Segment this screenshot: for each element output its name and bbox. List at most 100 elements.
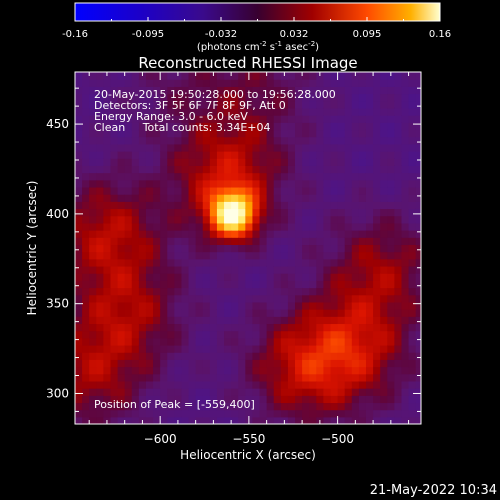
heatmap-cell [344, 93, 353, 102]
heatmap-cell [415, 129, 421, 138]
heatmap-cell [330, 201, 339, 210]
heatmap-cell [75, 72, 83, 80]
heatmap-cell [124, 344, 133, 353]
heatmap-cell [160, 309, 168, 317]
heatmap-cell [365, 301, 374, 310]
heatmap-cell [181, 208, 190, 217]
heatmap-cell [273, 72, 282, 80]
heatmap-cell [75, 194, 83, 202]
heatmap-cell [408, 201, 417, 210]
heatmap-cell [394, 79, 403, 87]
heatmap-cell [238, 79, 246, 87]
heatmap-cell [295, 273, 303, 281]
heatmap-cell [160, 352, 168, 360]
heatmap-cell [252, 230, 261, 238]
colorbar-tick-label: 0.095 [353, 29, 382, 40]
heatmap-cell [245, 115, 254, 123]
heatmap-cell [89, 136, 97, 145]
heatmap-cell [181, 402, 190, 411]
heatmap-cell [89, 244, 97, 253]
heatmap-cell [145, 151, 154, 159]
heatmap-cell [358, 373, 367, 382]
heatmap-cell [167, 186, 175, 195]
heatmap-cell [394, 86, 403, 95]
heatmap-cell [287, 72, 296, 80]
heatmap-cell [96, 136, 104, 145]
heatmap-cell [181, 294, 190, 303]
heatmap-cell [358, 344, 367, 353]
heatmap-cell [252, 179, 261, 188]
heatmap-cell [195, 258, 204, 267]
heatmap-cell [245, 165, 254, 174]
heatmap-cell [316, 115, 325, 123]
heatmap-cell [75, 330, 83, 339]
heatmap-cell [195, 100, 204, 109]
heatmap-cell [394, 416, 403, 424]
heatmap-cell [365, 244, 374, 253]
heatmap-cell [138, 273, 147, 281]
heatmap-cell [153, 330, 161, 339]
heatmap-cell [145, 201, 154, 210]
heatmap-cell [287, 230, 296, 238]
heatmap-cell [280, 409, 289, 418]
heatmap-cell [124, 280, 133, 289]
heatmap-cell [323, 151, 332, 159]
heatmap-cell [387, 251, 395, 260]
heatmap-cell [124, 172, 133, 181]
heatmap-cell [351, 136, 360, 145]
heatmap-cell [238, 294, 246, 303]
heatmap-cell [231, 129, 239, 138]
heatmap-cell [124, 79, 133, 87]
heatmap-cell [188, 158, 197, 166]
heatmap-cell [138, 237, 147, 246]
heatmap-cell [75, 93, 83, 102]
heatmap-cell [280, 309, 289, 317]
heatmap-cell [344, 352, 353, 360]
heatmap-cell [188, 100, 197, 109]
heatmap-cell [309, 388, 317, 396]
heatmap-cell [287, 366, 296, 375]
heatmap-cell [245, 309, 254, 317]
heatmap-cell [302, 280, 310, 289]
heatmap-cell [415, 373, 421, 382]
heatmap-cell [337, 172, 346, 181]
heatmap-cell [167, 265, 175, 274]
heatmap-cell [330, 344, 339, 353]
heatmap-cell [373, 179, 381, 188]
heatmap-cell [365, 287, 374, 296]
heatmap-cell [145, 122, 154, 131]
heatmap-cell [110, 129, 119, 138]
heatmap-cell [280, 251, 289, 260]
heatmap-cell [309, 79, 317, 87]
heatmap-cell [82, 366, 90, 375]
heatmap-cell [380, 165, 388, 174]
heatmap-cell [231, 172, 239, 181]
heatmap-cell [124, 93, 133, 102]
heatmap-cell [202, 366, 211, 375]
heatmap-cell [280, 115, 289, 123]
heatmap-cell [231, 201, 239, 210]
heatmap-cell [415, 72, 421, 80]
heatmap-cell [160, 359, 168, 368]
heatmap-cell [266, 280, 275, 289]
heatmap-cell [266, 244, 275, 253]
heatmap-cell [224, 136, 232, 145]
heatmap-cell [252, 409, 261, 418]
heatmap-cell [131, 388, 140, 396]
heatmap-cell [316, 122, 325, 131]
heatmap-cell [75, 359, 83, 368]
heatmap-cell [302, 251, 310, 260]
heatmap-cell [373, 122, 381, 131]
heatmap-cell [380, 79, 388, 87]
heatmap-cell [202, 136, 211, 145]
heatmap-cell [337, 416, 346, 424]
heatmap-cell [103, 309, 112, 317]
heatmap-cell [401, 287, 410, 296]
heatmap-cell [387, 395, 395, 404]
heatmap-cell [394, 179, 403, 188]
heatmap-cell [337, 208, 346, 217]
heatmap-cell [82, 136, 90, 145]
heatmap-cell [373, 330, 381, 339]
heatmap-cell [380, 129, 388, 138]
heatmap-cell [394, 222, 403, 231]
